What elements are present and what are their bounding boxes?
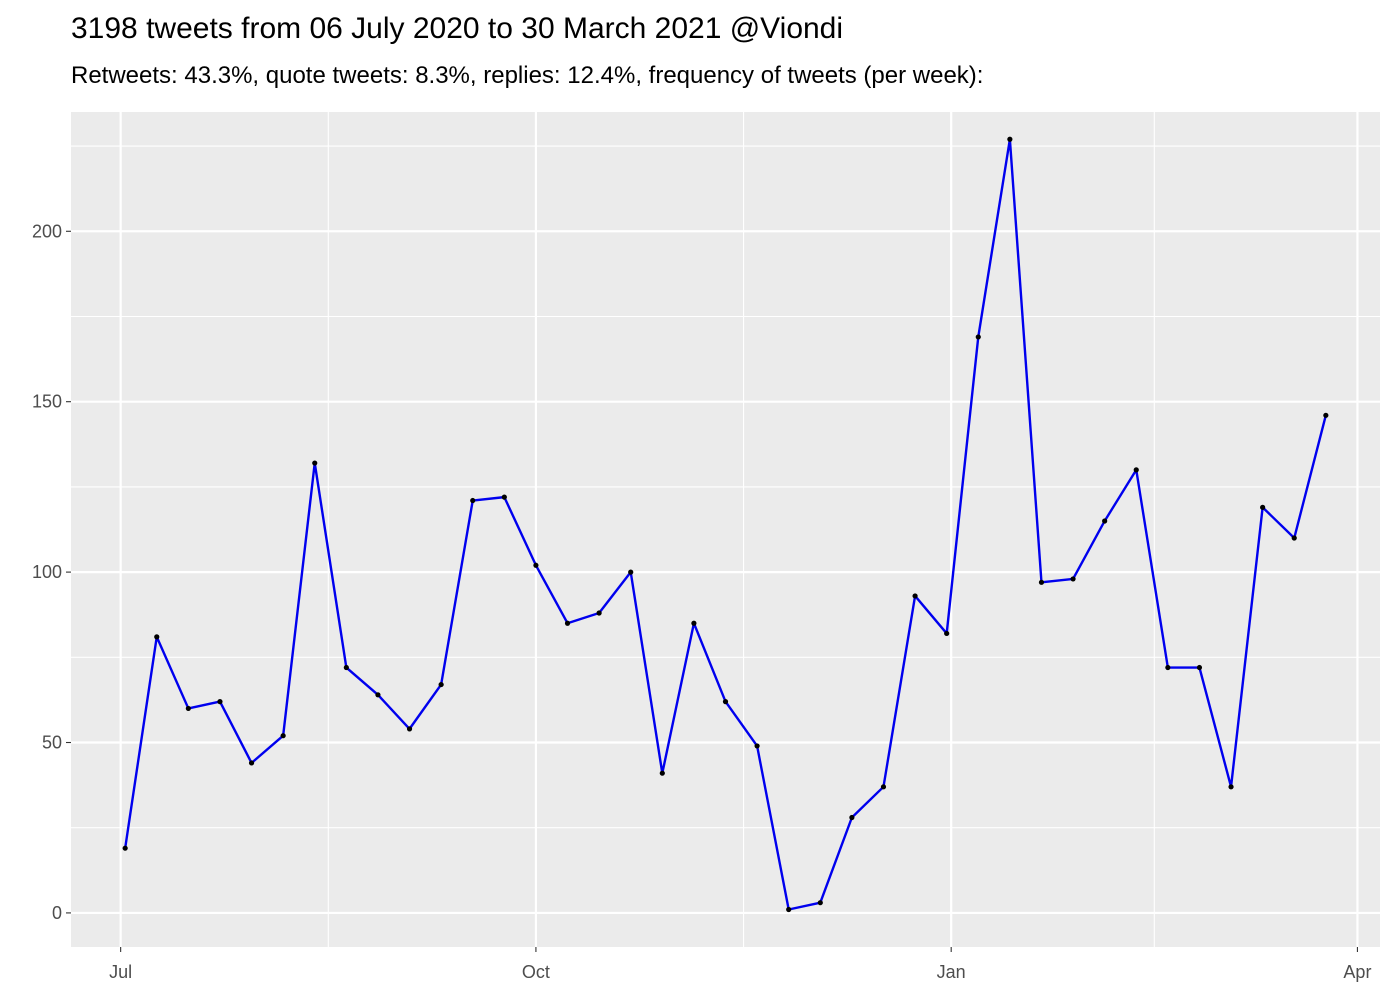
data-point — [533, 562, 539, 568]
x-tick-label: Apr — [1343, 962, 1371, 982]
data-point — [122, 845, 128, 851]
y-tick-label: 100 — [32, 562, 62, 582]
y-tick-label: 50 — [42, 733, 62, 753]
data-point — [1133, 467, 1139, 473]
data-point — [1038, 579, 1045, 585]
data-point — [312, 460, 318, 466]
x-tick-label: Jan — [937, 962, 966, 982]
data-point — [564, 620, 571, 626]
data-point — [406, 726, 413, 732]
x-tick-label: Jul — [109, 962, 132, 982]
data-point — [343, 664, 349, 671]
data-point — [154, 634, 160, 640]
data-point — [280, 733, 286, 739]
points-layer — [122, 136, 1329, 913]
y-tick-label: 150 — [32, 392, 62, 412]
data-point — [1007, 136, 1013, 142]
data-point — [248, 760, 255, 766]
data-point — [438, 681, 444, 688]
data-point — [659, 770, 665, 776]
y-axis: 0 50 100 150 200 — [32, 221, 71, 923]
data-point — [628, 569, 634, 575]
data-point — [596, 610, 602, 616]
data-point — [817, 900, 823, 906]
data-point — [786, 906, 792, 913]
data-point — [691, 620, 697, 626]
data-point — [501, 494, 507, 500]
data-point — [185, 705, 191, 712]
x-tick-label: Oct — [522, 962, 550, 982]
x-axis: Jul Oct Jan Apr — [109, 947, 1371, 982]
data-point — [754, 743, 760, 749]
data-point — [1260, 504, 1266, 510]
data-point — [880, 784, 887, 790]
chart-title: 3198 tweets from 06 July 2020 to 30 Marc… — [71, 12, 844, 45]
data-point — [1228, 784, 1234, 790]
chart-subtitle: Retweets: 43.3%, quote tweets: 8.3%, rep… — [71, 62, 984, 89]
data-point — [1323, 412, 1329, 418]
data-point — [912, 593, 918, 599]
data-point — [1196, 664, 1203, 671]
data-point — [944, 630, 950, 637]
data-point — [1291, 535, 1297, 541]
data-point — [975, 334, 981, 340]
data-point — [375, 692, 381, 698]
y-tick-label: 0 — [52, 903, 62, 923]
data-point — [217, 699, 223, 705]
data-point — [1070, 576, 1076, 582]
data-point — [470, 497, 476, 504]
data-point — [722, 699, 729, 705]
data-point — [849, 814, 855, 821]
data-point — [1165, 664, 1171, 671]
plot-panel — [71, 112, 1380, 947]
y-tick-label: 200 — [32, 221, 62, 241]
data-point — [1102, 518, 1108, 524]
major-gridlines — [71, 112, 1380, 947]
minor-gridlines — [71, 112, 1380, 947]
